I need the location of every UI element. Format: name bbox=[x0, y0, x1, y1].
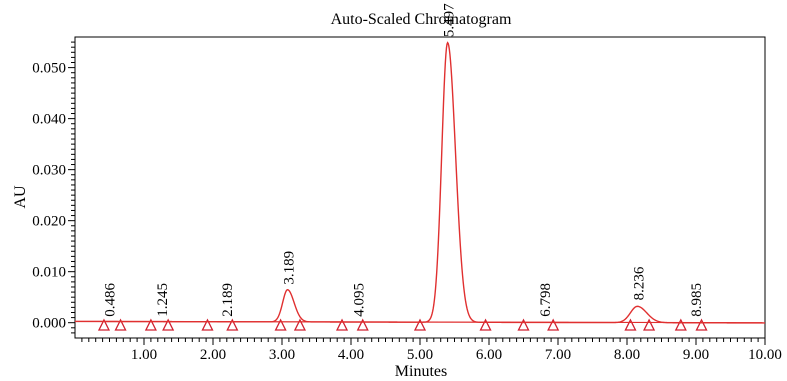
trace-group bbox=[74, 41, 766, 324]
peak-marker bbox=[517, 318, 530, 331]
peak-label: 5.497 bbox=[442, 3, 458, 37]
peak-marker bbox=[274, 318, 287, 331]
x-tick-label: 8.00 bbox=[614, 347, 640, 363]
peak-marker bbox=[97, 318, 111, 331]
peak-marker bbox=[413, 318, 427, 331]
peak-marker bbox=[643, 318, 656, 331]
peak-marker bbox=[547, 318, 560, 331]
x-tick-label: 4.00 bbox=[338, 347, 364, 363]
peak-labels: 0.486 1.245 2.189 3.189 4.095 5.497 6.798 8.236… bbox=[103, 3, 706, 317]
peak-marker bbox=[695, 318, 708, 331]
peak-label: 8.236 bbox=[631, 266, 647, 300]
x-tick-label: 6.00 bbox=[476, 347, 502, 363]
peak-marker bbox=[624, 318, 637, 331]
y-axis-label: AU bbox=[12, 185, 29, 209]
peak-marker bbox=[356, 318, 369, 331]
y-tick-label: 0.000 bbox=[32, 316, 66, 332]
y-tick-label: 0.050 bbox=[32, 61, 66, 77]
peak-marker bbox=[479, 318, 492, 331]
y-tick-label: 0.030 bbox=[32, 163, 66, 179]
x-tick-label: 10.00 bbox=[748, 347, 782, 363]
peak-label: 0.486 bbox=[103, 282, 119, 316]
peak-marker bbox=[162, 318, 175, 331]
peak-marker bbox=[674, 318, 687, 331]
peak-marker bbox=[114, 318, 127, 331]
peak-label: 6.798 bbox=[538, 283, 554, 317]
x-axis-label: Minutes bbox=[395, 363, 447, 380]
x-tick-label: 5.00 bbox=[407, 347, 433, 363]
peak-marker bbox=[144, 318, 157, 331]
chromatogram-trace bbox=[75, 41, 765, 324]
x-tick-label: 1.00 bbox=[131, 347, 157, 363]
peak-label: 1.245 bbox=[155, 283, 171, 317]
peak-label: 3.189 bbox=[282, 251, 298, 285]
peak-marker bbox=[226, 318, 239, 331]
peak-label: 8.985 bbox=[689, 283, 705, 317]
x-tick-label: 9.00 bbox=[683, 347, 709, 363]
peak-marker bbox=[293, 318, 306, 331]
plot-frame bbox=[74, 36, 766, 339]
x-tick-label: 3.00 bbox=[269, 347, 295, 363]
peak-label: 4.095 bbox=[352, 283, 368, 317]
x-tick-label: 2.00 bbox=[200, 347, 226, 363]
peak-marker bbox=[335, 318, 349, 331]
peak-markers bbox=[97, 318, 708, 331]
axes: 1.00 2.00 3.00 4.00 5.00 6.00 7.00 8.00 9.00 10.0… bbox=[32, 36, 782, 363]
chart-title: Auto-Scaled Chromatogram bbox=[331, 11, 512, 28]
y-tick-label: 0.020 bbox=[32, 214, 66, 230]
y-tick-label: 0.040 bbox=[32, 112, 66, 128]
x-tick-label: 7.00 bbox=[545, 347, 571, 363]
peak-label: 2.189 bbox=[220, 283, 236, 317]
y-tick-label: 0.010 bbox=[32, 265, 66, 281]
peak-marker bbox=[201, 318, 214, 331]
